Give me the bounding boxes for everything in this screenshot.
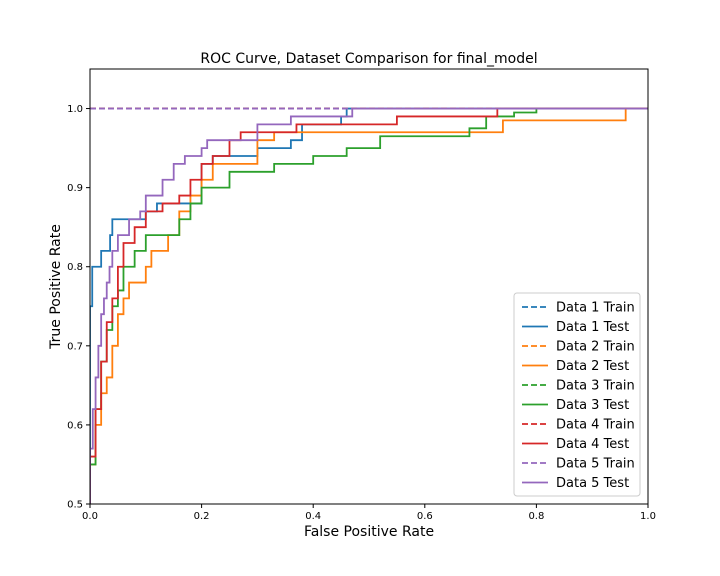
x-tick-label: 0.4 — [305, 511, 321, 522]
legend-label-data-4-train: Data 4 Train — [556, 418, 635, 433]
legend: Data 1 Train Data 1 Test Data 2 Train Data … — [513, 292, 641, 497]
legend-box — [513, 292, 641, 497]
legend-label-data-1-test: Data 1 Test — [556, 320, 629, 335]
chart-title: ROC Curve, Dataset Comparison for final_… — [200, 51, 537, 67]
ticks-layer: 0.0 0.2 0.4 0.6 0.8 1.0 0.5 0.6 0.7 0.8 0.9 1.0 — [67, 104, 656, 522]
series-layer — [90, 107, 648, 504]
y-tick-label: 0.7 — [67, 341, 83, 352]
y-tick-label: 0.6 — [67, 420, 83, 431]
legend-label-data-3-train: Data 3 Train — [556, 379, 635, 394]
y-tick-label: 1.0 — [67, 104, 83, 115]
x-axis-label: False Positive Rate — [304, 524, 434, 540]
legend-label-data-1-train: Data 1 Train — [556, 301, 635, 316]
x-tick-label: 0.0 — [82, 511, 98, 522]
x-tick-label: 0.8 — [528, 511, 544, 522]
x-tick-label: 1.0 — [640, 511, 656, 522]
x-tick-label: 0.6 — [417, 511, 433, 522]
legend-label-data-2-test: Data 2 Test — [556, 359, 629, 374]
series-line-data-5-test — [90, 107, 648, 504]
legend-label-data-5-train: Data 5 Train — [556, 457, 635, 472]
series-line-data-4-test — [90, 107, 648, 504]
x-tick-label: 0.2 — [194, 511, 210, 522]
legend-label-data-2-train: Data 2 Train — [556, 340, 635, 355]
legend-label-data-3-test: Data 3 Test — [556, 398, 629, 413]
legend-label-data-5-test: Data 5 Test — [556, 476, 629, 491]
y-axis-label: True Positive Rate — [48, 224, 64, 350]
y-tick-label: 0.8 — [67, 262, 83, 273]
series-line-data-3-test — [90, 107, 648, 504]
series-line-data-2-test — [90, 107, 648, 504]
y-tick-label: 0.9 — [67, 183, 83, 194]
legend-label-data-4-test: Data 4 Test — [556, 437, 629, 452]
plot-frame — [89, 68, 649, 505]
y-tick-label: 0.5 — [67, 500, 83, 511]
